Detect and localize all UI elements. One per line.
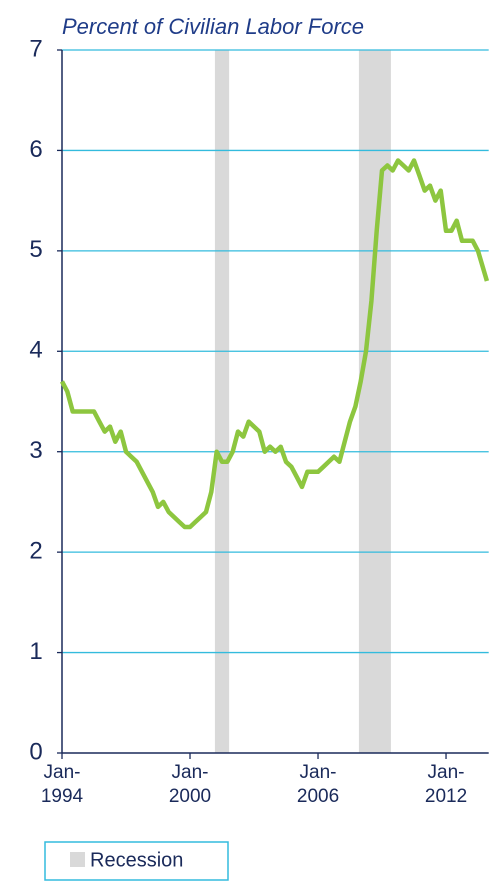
legend-box (44, 841, 229, 881)
x-tick-label: Jan-2006 (296, 762, 340, 807)
y-tick-label: 2 (29, 537, 42, 564)
x-tick-label: Jan-2012 (424, 762, 468, 807)
x-tick-label: Jan-2000 (168, 762, 212, 807)
y-tick-label: 7 (29, 35, 42, 62)
x-tick-label: Jan-1994 (40, 762, 84, 807)
y-tick-label: 5 (29, 236, 42, 263)
y-tick-label: 1 (29, 638, 42, 665)
y-tick-label: 6 (29, 136, 42, 163)
recession-band (214, 50, 230, 753)
y-tick-label: 0 (29, 738, 42, 765)
y-tick-label: 4 (29, 337, 42, 364)
legend-swatch (70, 852, 85, 867)
recession-band (358, 50, 391, 753)
data-line (60, 158, 490, 530)
chart-title: Percent of Civilian Labor Force (62, 14, 364, 39)
y-tick-label: 3 (29, 437, 42, 464)
legend-label: Recession (90, 849, 183, 871)
